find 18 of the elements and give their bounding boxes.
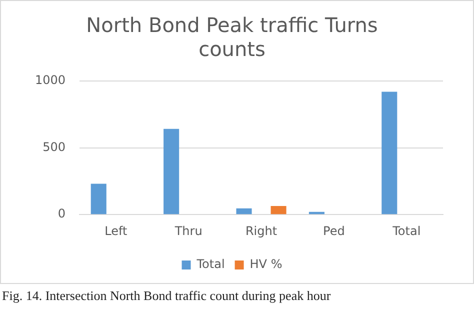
bar [382,92,398,214]
x-tick-label: Thru [174,224,202,238]
bar [90,184,106,214]
legend-label: Total [196,257,225,272]
chart-title: North Bond Peak traffic Turns counts [86,13,378,62]
x-tick-label: Right [245,224,278,238]
y-tick-label: 1000 [34,73,66,88]
bar [308,212,324,214]
bar [236,208,252,214]
x-tick-label: Left [104,224,128,238]
x-tick-label: Ped [323,224,345,238]
y-tick-label: 0 [58,206,66,221]
bar [164,128,180,214]
y-tick-label: 500 [42,140,66,154]
x-tick-label: Total [392,224,421,238]
bar [270,206,286,214]
caption: Fig. 14. Intersection North Bond traffic count during peak hour [2,288,331,304]
legend-label: HV % [250,257,282,272]
